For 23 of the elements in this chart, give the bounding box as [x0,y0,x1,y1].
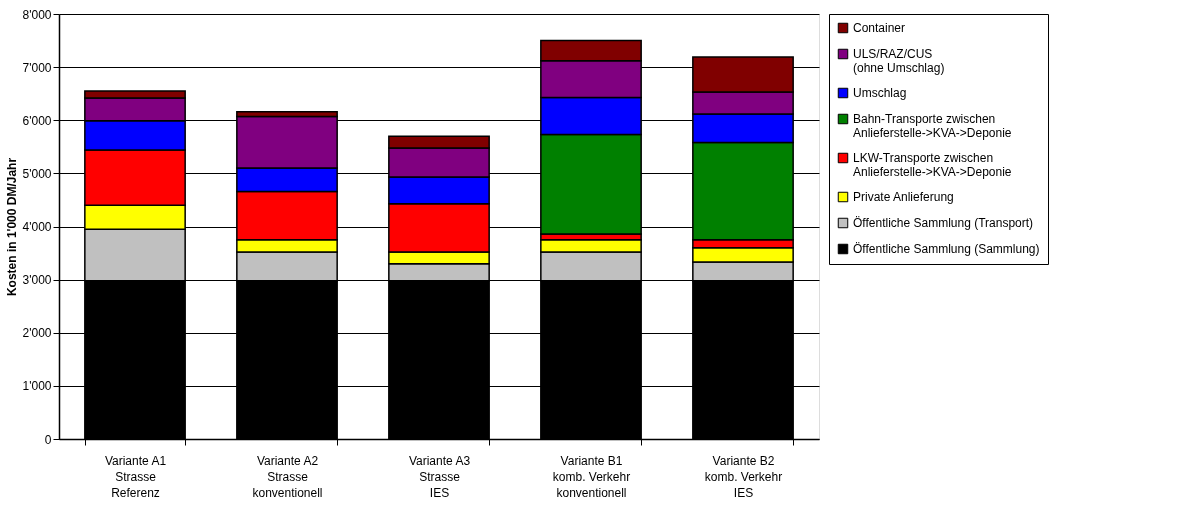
legend-label: Öffentliche Sammlung (Transport) [853,216,1034,230]
y-axis-title: Kosten in 1'000 DM/Jahr [4,157,19,297]
x-tick-label: Variante B2 komb. Verkehr IES [704,453,783,500]
y-tick-label: 7'000 [22,60,52,75]
y-tick-label: 0 [44,432,52,447]
legend-label: ULS/RAZ/CUS (ohne Umschlag) [853,47,945,75]
legend-label: Private Anlieferung [853,190,954,204]
y-tick-label: 6'000 [22,113,52,128]
x-tick-label: Variante B1 komb. Verkehr konventionell [552,453,631,500]
legend-label: Öffentliche Sammlung (Sammlung) [853,242,1040,256]
legend-label: Container [853,21,906,35]
y-tick-label: 3'000 [22,273,52,288]
y-tick-label: 8'000 [22,7,52,22]
x-tick-label: Variante A3 Strasse IES [408,453,471,500]
y-tick-label: 1'000 [22,379,52,394]
y-tick-label: 4'000 [22,220,52,234]
y-tick-label: 5'000 [22,166,52,181]
legend-label: Umschlag [853,86,907,100]
x-tick-label: Variante A1 Strasse Referenz [104,453,167,500]
x-tick-label: Variante A2 Strasse konventionell [252,453,323,500]
legend-label: LKW-Transporte zwischen Anlieferstelle->KVA->Deponie [853,151,1012,179]
y-tick-label: 2'000 [22,326,52,341]
legend-label: Bahn-Transporte zwischen Anlieferstelle->KVA->Deponie [853,112,1012,140]
